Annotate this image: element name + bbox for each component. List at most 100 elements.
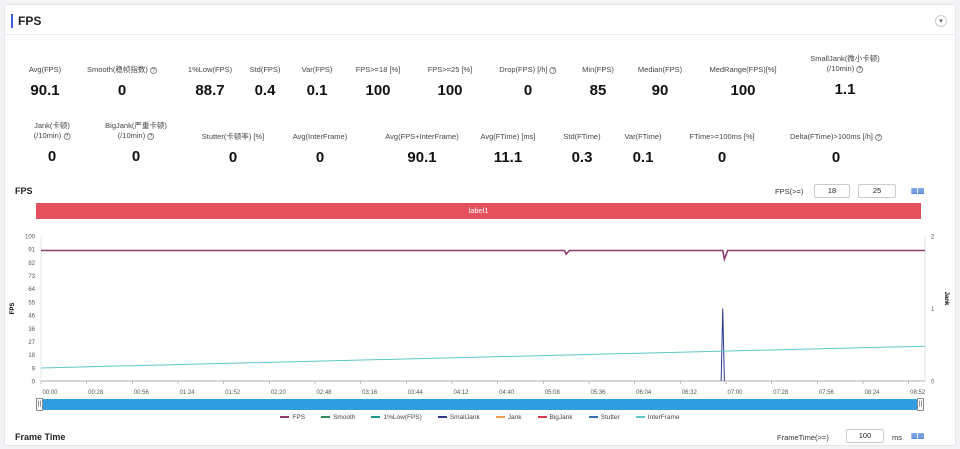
stat-label: SmallJank(微小卡顿) xyxy=(810,54,880,63)
x-tick-label: 05:08 xyxy=(545,390,561,396)
legend-label: SmallJank xyxy=(449,413,480,421)
legend-item[interactable]: Jank xyxy=(495,413,522,421)
legend-swatch xyxy=(371,416,381,418)
stat-value: 85 xyxy=(589,82,607,99)
legend-item[interactable]: Smooth xyxy=(321,414,355,421)
x-tick-label: 04:12 xyxy=(454,390,470,396)
chart-settings-icon[interactable]: ▥▥ xyxy=(911,188,925,195)
label-bar[interactable]: label1 xyxy=(36,203,921,219)
stat-label: Avg(FPS+InterFrame) xyxy=(385,132,459,141)
stat-value: 0.4 xyxy=(254,82,276,99)
legend-item[interactable]: SmallJank xyxy=(437,413,480,421)
stat-value: 90.1 xyxy=(407,149,437,166)
x-tick-label: 00:00 xyxy=(42,390,58,396)
legend-item[interactable]: Stutter xyxy=(588,413,620,421)
x-tick-label: 06:04 xyxy=(636,390,652,396)
stat-stats_row1-10: MedRange(FPS)[%] 100 xyxy=(709,65,776,99)
x-tick-label: 02:20 xyxy=(271,390,287,396)
help-icon[interactable]: ? xyxy=(63,132,71,140)
stat-value: 0 xyxy=(117,82,127,99)
stat-value: 88.7 xyxy=(195,82,225,99)
series-smalljank xyxy=(720,308,725,382)
y2-tick-label: 1 xyxy=(931,307,935,313)
header-accent xyxy=(11,14,13,28)
stat-label: Min(FPS) xyxy=(582,65,614,74)
stat-label: Avg(InterFrame) xyxy=(292,132,348,141)
y-axis-label: FPS xyxy=(10,303,16,315)
legend-label: Stutter xyxy=(600,413,620,421)
x-tick-label: 00:56 xyxy=(134,390,150,396)
stat-stats_row1-6: FPS>=25 [%] 100 xyxy=(428,65,473,99)
time-range-slider[interactable]: || || xyxy=(36,398,924,411)
card-header: FPS ▾ xyxy=(5,5,955,35)
help-icon[interactable]: ? xyxy=(549,66,557,74)
legend-swatch xyxy=(635,416,645,418)
stat-value: 1.1 xyxy=(834,81,856,98)
legend-swatch xyxy=(495,416,505,418)
stat-value: 0 xyxy=(315,149,325,166)
card-title: FPS xyxy=(18,14,42,28)
x-tick-label: 05:36 xyxy=(591,390,607,396)
stat-label-unit: (/10min) ? xyxy=(34,131,71,141)
frametime-unit: ms xyxy=(892,433,902,442)
stat-stats_row2-3: Avg(InterFrame) 0 xyxy=(293,132,347,166)
help-icon[interactable]: ? xyxy=(147,132,155,140)
legend-swatch xyxy=(537,416,547,418)
x-tick-label: 07:56 xyxy=(819,390,835,396)
frametime-settings-icon[interactable]: ▥▥ xyxy=(911,433,925,440)
stat-stats_row2-5: Avg(FTime) [ms] 11.1 xyxy=(480,132,535,166)
frametime-threshold-input[interactable]: 100 xyxy=(846,429,884,443)
help-icon[interactable]: ? xyxy=(856,65,864,73)
legend-item[interactable]: 1%Low(FPS) xyxy=(371,413,422,421)
help-icon[interactable]: ? xyxy=(874,133,882,141)
stat-stats_row2-6: Std(FTime) 0.3 xyxy=(563,132,600,166)
series-interframe xyxy=(40,345,926,369)
chart-legend: FPS Smooth 1%Low(FPS) SmallJank Jank BigJank S… xyxy=(0,413,960,421)
frametime-threshold-label: FrameTime(>=) xyxy=(777,433,829,442)
slider-left-handle[interactable]: || xyxy=(36,398,43,411)
stat-value: 0.1 xyxy=(306,82,328,99)
slider-right-handle[interactable]: || xyxy=(917,398,924,411)
stat-label: 1%Low(FPS) xyxy=(187,65,233,74)
stat-value: 90.1 xyxy=(30,82,60,99)
legend-item[interactable]: BigJank xyxy=(537,414,573,421)
fps-threshold-2-input[interactable]: 25 xyxy=(858,184,896,198)
stat-label: FPS>=18 [%] xyxy=(355,65,401,74)
stat-stats_row1-5: FPS>=18 [%] 100 xyxy=(356,65,401,99)
legend-label: FPS xyxy=(292,413,306,421)
legend-item[interactable]: InterFrame xyxy=(635,414,680,421)
x-tick-label: 04:40 xyxy=(499,390,515,396)
stat-value: 0 xyxy=(131,148,141,165)
legend-swatch xyxy=(280,416,290,418)
y-tick-label: 0 xyxy=(32,380,36,386)
x-tick-label: 01:24 xyxy=(179,390,195,396)
legend-label: 1%Low(FPS) xyxy=(383,413,422,421)
stat-value: 100 xyxy=(365,82,391,99)
x-tick-label: 03:16 xyxy=(362,390,378,396)
stat-stats_row2-7: Var(FTime) 0.1 xyxy=(624,132,661,166)
y-tick-label: 9 xyxy=(32,366,36,372)
y-tick-label: 64 xyxy=(28,287,35,293)
fps-threshold-1-input[interactable]: 18 xyxy=(814,184,850,198)
y-tick-label: 73 xyxy=(28,274,35,280)
stat-label: FTime>=100ms [%] xyxy=(689,132,755,141)
stat-label: FPS>=25 [%] xyxy=(427,65,473,74)
legend-item[interactable]: FPS xyxy=(280,414,305,421)
x-tick-label: 08:52 xyxy=(910,390,926,396)
stat-label: BigJank(严重卡顿) xyxy=(105,121,167,130)
legend-label: Smooth xyxy=(333,413,356,421)
legend-label: Jank xyxy=(507,413,522,421)
stat-label: MedRange(FPS)[%] xyxy=(709,65,777,74)
y2-axis-label: Jank xyxy=(943,292,949,306)
stat-stats_row2-0: Jank(卡顿) (/10min) ? 0 xyxy=(34,121,71,165)
help-icon[interactable]: ? xyxy=(149,66,157,74)
y-tick-label: 100 xyxy=(25,235,36,241)
fps-section-title: FPS xyxy=(15,186,33,196)
stat-stats_row1-9: Median(FPS) 90 xyxy=(638,65,682,99)
stat-stats_row1-8: Min(FPS) 85 xyxy=(582,65,614,99)
stat-label: Smooth(稳帧指数) xyxy=(87,65,148,74)
x-tick-label: 00:28 xyxy=(88,390,104,396)
stat-stats_row1-1: Smooth(稳帧指数) ? 0 xyxy=(87,65,157,99)
x-tick-label: 06:32 xyxy=(682,390,698,396)
chevron-down-icon[interactable]: ▾ xyxy=(935,15,947,27)
